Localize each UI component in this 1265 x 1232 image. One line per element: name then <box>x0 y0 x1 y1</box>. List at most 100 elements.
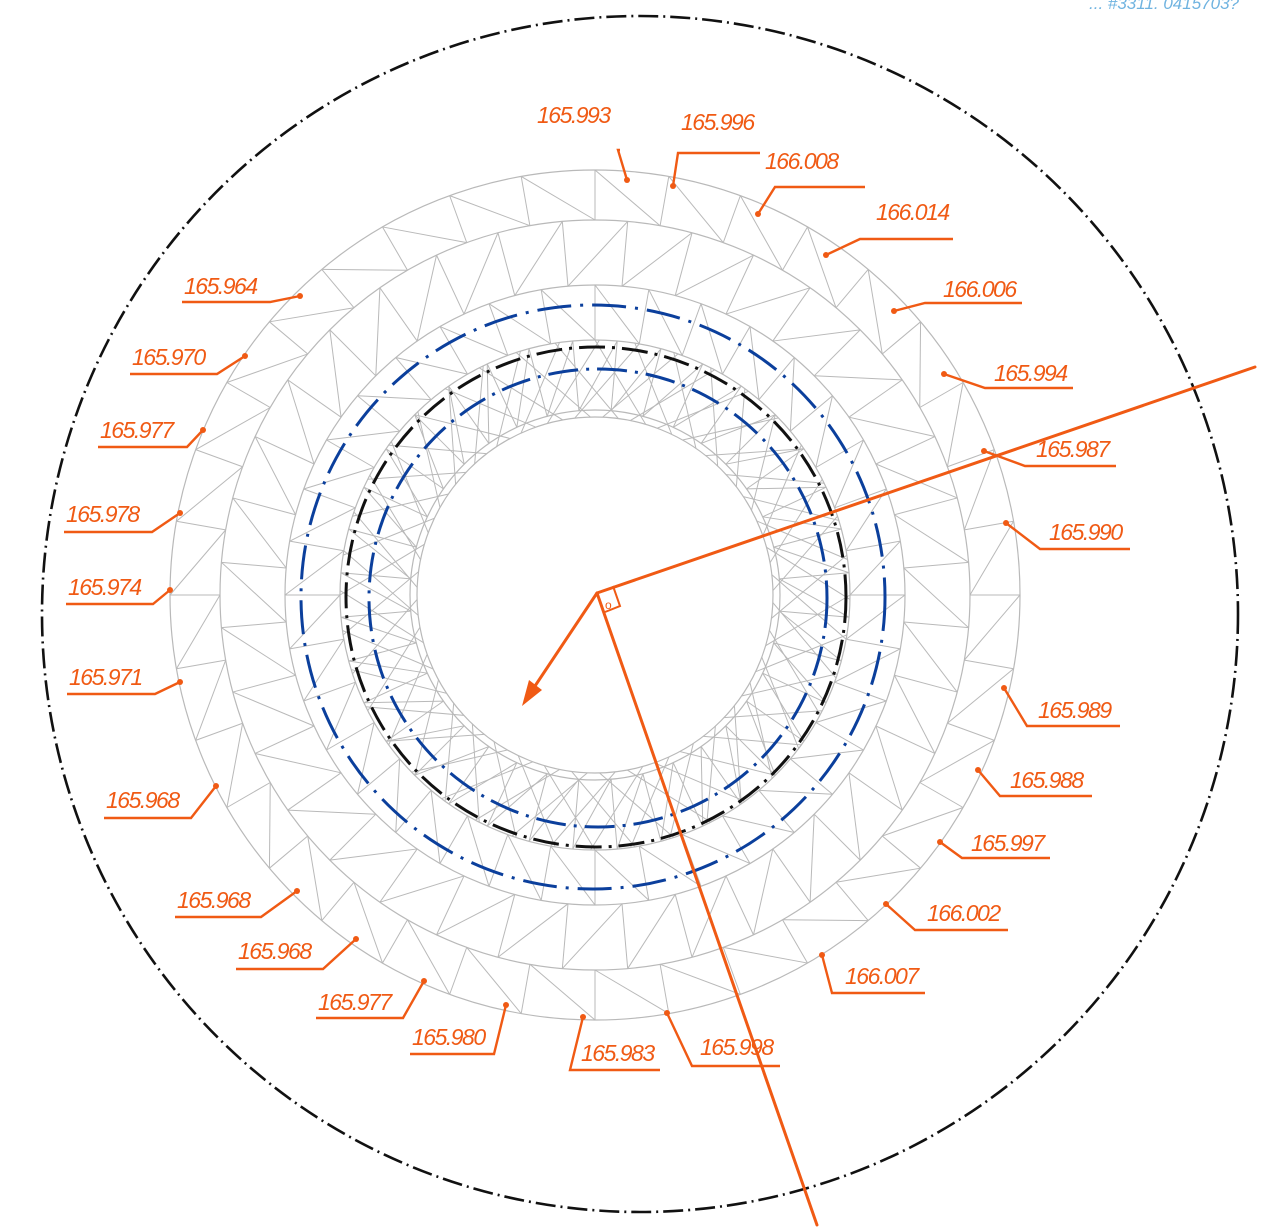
leader-line <box>939 841 1050 860</box>
measurement-value: 165.993 <box>537 102 611 128</box>
mesh-edge <box>725 414 776 465</box>
mesh-layer <box>169 169 1021 1021</box>
mesh-edge <box>610 340 618 411</box>
mesh-edge <box>414 746 490 776</box>
mesh-edge <box>893 675 936 754</box>
mesh-edge <box>379 875 465 903</box>
mesh-edge <box>659 963 741 995</box>
mesh-edge <box>254 436 315 465</box>
measurement-value: 165.983 <box>581 1040 655 1066</box>
mesh-edge <box>289 507 356 542</box>
mesh-edge <box>326 439 375 468</box>
measurement-callout: 165.987 <box>981 436 1116 468</box>
mesh-edge <box>621 232 693 287</box>
measurement-callout: 165.990 <box>1003 519 1130 551</box>
measurement-callout: 165.983 <box>568 1014 660 1072</box>
mesh-edge <box>254 725 315 754</box>
mesh-edge <box>379 287 418 342</box>
mesh-edge <box>363 672 428 704</box>
mesh-edge <box>773 528 842 548</box>
mesh-edge <box>287 379 315 465</box>
mesh-edge <box>226 353 308 383</box>
leader-line <box>1002 687 1120 728</box>
mesh-edge <box>963 594 1021 661</box>
mesh-edge <box>268 782 271 869</box>
mesh-edge <box>357 395 432 401</box>
mesh-edge <box>814 375 903 381</box>
mesh-edge <box>486 363 490 444</box>
mesh-edge <box>846 540 901 552</box>
mesh-edge <box>329 813 377 861</box>
mesh-edge <box>594 969 670 1014</box>
measurement-callout: 165.977 <box>98 417 206 449</box>
measurement-value: 165.968 <box>238 938 312 964</box>
measurement-value: 165.978 <box>66 501 140 527</box>
mesh-edge <box>815 722 864 751</box>
mesh-edge <box>416 255 438 342</box>
mesh-edge <box>395 357 432 400</box>
measurement-callout: 165.977 <box>316 978 427 1020</box>
mesh-edge <box>176 520 226 531</box>
mesh-edge <box>382 226 467 244</box>
mesh-edge <box>329 329 377 377</box>
mesh-edge <box>176 594 221 670</box>
mesh-edge <box>321 268 408 271</box>
measurement-value: 165.968 <box>177 887 251 913</box>
mesh-edge <box>790 749 864 760</box>
mesh-edge <box>195 659 227 741</box>
mesh-edge <box>848 772 903 811</box>
mesh-edge <box>739 195 783 271</box>
mesh-edge <box>520 176 596 221</box>
mesh-edge <box>497 232 516 296</box>
mesh-edge <box>572 779 580 850</box>
mesh-edge <box>507 834 542 901</box>
mesh-edge <box>578 340 618 411</box>
mesh-edge <box>672 385 742 428</box>
outer-boundary-circle <box>40 14 1240 1214</box>
mesh-edge <box>675 254 754 297</box>
mesh-edge <box>572 340 580 411</box>
mesh-edge <box>881 321 921 355</box>
mesh-edge <box>176 659 226 670</box>
leader-line <box>67 680 181 696</box>
measurement-callout: 166.006 <box>891 276 1022 314</box>
mesh-edge <box>772 329 861 342</box>
mesh-edge <box>385 448 428 518</box>
mesh-edge <box>782 919 808 964</box>
mesh-edge <box>746 448 805 490</box>
mesh-edge <box>758 790 795 833</box>
measurement-value: 165.997 <box>971 830 1046 856</box>
mesh-edge <box>448 762 518 805</box>
mesh-edge <box>875 725 903 811</box>
measurement-value: 165.994 <box>994 360 1067 386</box>
mesh-edge <box>340 610 411 618</box>
mesh-edge <box>439 815 468 864</box>
mesh-edge <box>567 221 629 287</box>
measurement-value: 165.970 <box>132 344 206 370</box>
mesh-edge <box>746 486 827 490</box>
leader-line <box>98 429 204 449</box>
mesh-edge <box>287 772 342 811</box>
mesh-edge <box>561 903 623 969</box>
mesh-edge <box>725 254 754 315</box>
measurement-callout: 165.971 <box>67 664 183 696</box>
mesh-edge <box>659 176 670 226</box>
mesh-edge <box>749 326 760 400</box>
mesh-edge <box>682 834 751 864</box>
mesh-edge <box>287 809 376 815</box>
mesh-edge <box>894 514 969 563</box>
leader-line <box>64 512 181 534</box>
leader-line <box>182 294 301 304</box>
mesh-edge <box>845 594 906 640</box>
mesh-edge <box>303 488 356 509</box>
nominal-circle <box>344 345 848 849</box>
mesh-edge <box>385 448 444 490</box>
mesh-edge <box>303 467 375 490</box>
mesh-edge <box>176 466 243 522</box>
measurement-value: 165.990 <box>1049 519 1123 545</box>
mesh-edge <box>329 329 342 418</box>
measurement-callout: 165.970 <box>130 344 248 376</box>
leader-line <box>943 372 1073 390</box>
measurement-value: 165.974 <box>68 574 141 600</box>
measurement-callout: 165.964 <box>182 273 303 304</box>
